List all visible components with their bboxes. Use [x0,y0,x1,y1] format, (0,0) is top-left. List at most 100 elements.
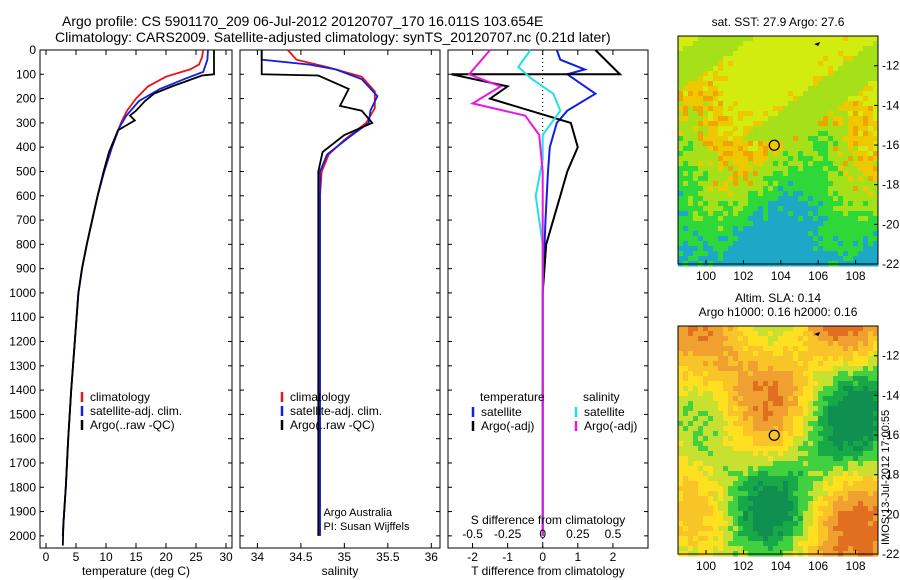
sst-map-cell [798,121,804,127]
sst-map-cell [768,121,774,127]
sla-map-cell [758,351,764,357]
sla-map-cell [778,336,784,342]
sla-map-cell [833,346,839,352]
sst-map-cell [773,131,779,137]
sla-map-cell [723,411,729,417]
sst-map-cell [678,191,684,197]
sst-map-cell [748,171,754,177]
sla-map-cell [688,541,694,547]
sla-map-cell [688,521,694,527]
sla-map-cell [823,331,829,337]
sst-map-cell [808,251,814,257]
sla-map-cell [803,466,809,472]
sst-map-cell [753,166,759,172]
sla-map-cell [788,486,794,492]
sst-map-cell [858,171,864,177]
sst-map-cell [833,256,839,262]
sst-map-cell [753,106,759,112]
sla-map-cell [863,491,869,497]
sla-map-cell [868,421,874,427]
sst-map-cell [773,111,779,117]
sst-map-cell [688,41,694,47]
sst-map-cell [833,101,839,107]
sst-map-cell [758,51,764,57]
sla-map-cell [728,491,734,497]
sst-map-cell [848,171,854,177]
sst-map-cell [783,191,789,197]
sla-map-cell [838,476,844,482]
sst-map-cell [683,61,689,67]
sla-map-cell [718,501,724,507]
sst-map-cell [843,46,849,52]
sla-map-cell [743,391,749,397]
sla-map-cell [773,356,779,362]
sla-map-cell [813,506,819,512]
sla-map-cell [843,371,849,377]
sst-map-cell [758,41,764,47]
sst-map-cell [818,156,824,162]
sla-map-cell [738,491,744,497]
sst-map-ytick-label: -16 [882,138,900,152]
sst-map-cell [843,171,849,177]
sla-map-cell [803,386,809,392]
sla-map-cell [718,366,724,372]
sst-map-cell [833,81,839,87]
sla-map-cell [703,341,709,347]
sst-map-cell [828,151,834,157]
sla-map-cell [773,501,779,507]
sla-map-cell [738,471,744,477]
sla-map-cell [828,351,834,357]
sla-map-cell [728,511,734,517]
sst-map-cell [738,156,744,162]
sla-map-cell [738,536,744,542]
sla-map-cell [728,526,734,532]
sst-map-cell [823,81,829,87]
sla-map-cell [698,421,704,427]
sst-map-cell [703,141,709,147]
sst-map-cell [863,96,869,102]
diff-legend-title-salinity: salinity [583,390,620,404]
sla-map-cell [693,506,699,512]
sst-map-cell [768,226,774,232]
sla-map-cell [683,511,689,517]
sla-map-cell [723,336,729,342]
sla-map-cell [868,396,874,402]
differences-xtick-label: -1 [502,550,513,564]
sst-map-cell [778,56,784,62]
sla-map-cell [843,446,849,452]
sla-map-cell [788,471,794,477]
sst-map-cell [798,71,804,77]
sla-map-cell [828,416,834,422]
sst-map-cell [743,96,749,102]
sla-map-cell [813,391,819,397]
sst-map-cell [813,136,819,142]
sst-map-cell [693,206,699,212]
sla-map-cell [783,396,789,402]
sla-map-cell [848,346,854,352]
header-line-1: Argo profile: CS 5901170_209 06-Jul-2012… [62,13,544,29]
sst-map-cell [743,71,749,77]
sst-map-cell [828,116,834,122]
sla-map-cell [728,406,734,412]
sla-map-cell [813,491,819,497]
sla-map-cell [753,406,759,412]
sst-map-cell [738,136,744,142]
sla-map-cell [798,546,804,552]
sst-map-cell [733,156,739,162]
sla-map-cell [753,356,759,362]
sst-map-cell [858,131,864,137]
sla-map-cell [693,461,699,467]
sla-map-cell [818,526,824,532]
sla-map-cell [758,406,764,412]
sst-map-cell [708,101,714,107]
sla-map-cell [763,371,769,377]
sst-map-cell [783,231,789,237]
sla-map-cell [753,326,759,332]
sst-map-cell [688,141,694,147]
sst-map-cell [873,146,879,152]
sst-map-cell [843,226,849,232]
sst-map-cell [688,86,694,92]
sst-map-cell [873,166,879,172]
sst-map-cell [753,231,759,237]
sla-map-cell [808,401,814,407]
